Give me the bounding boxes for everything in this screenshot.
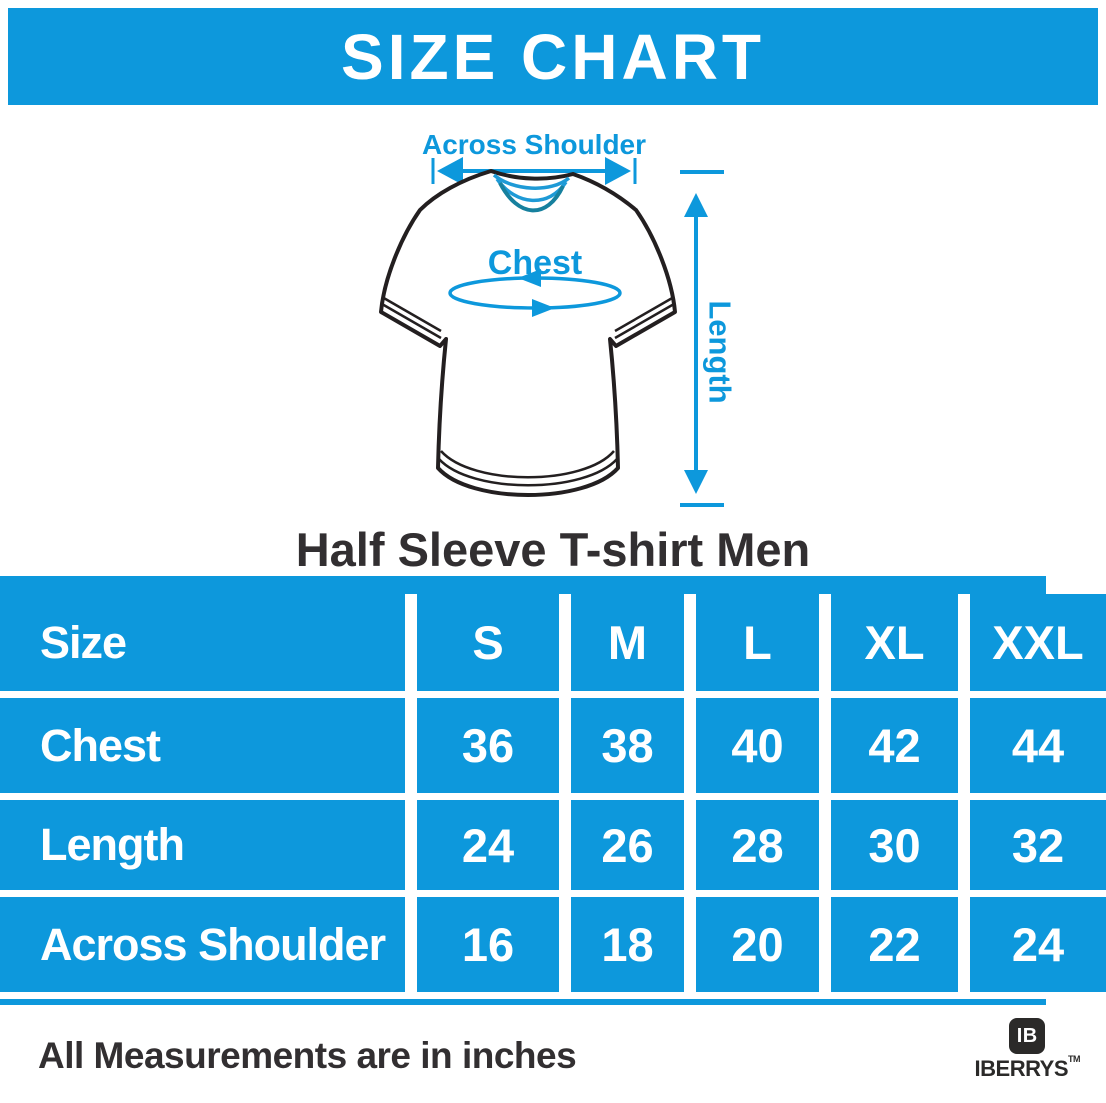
table-row-label-chest: Chest bbox=[0, 698, 405, 793]
footer: All Measurements are in inches IB IBERRY… bbox=[0, 1005, 1106, 1082]
table-header-xxl: XXL bbox=[970, 594, 1106, 691]
table-cell-length-m: 26 bbox=[571, 800, 684, 890]
measurement-note: All Measurements are in inches bbox=[38, 1035, 577, 1076]
table-row-label-across-shoulder: Across Shoulder bbox=[0, 897, 405, 992]
length-arrow bbox=[680, 170, 724, 507]
table-cell-chest-m: 38 bbox=[571, 698, 684, 793]
table-cell-chest-s: 36 bbox=[417, 698, 559, 793]
brand-monogram-icon: IB bbox=[1009, 1018, 1046, 1054]
tshirt-drawing bbox=[379, 169, 677, 497]
table-cell-shoulder-s: 16 bbox=[417, 897, 559, 992]
across-shoulder-label: Across Shoulder bbox=[422, 129, 646, 160]
chest-measure: Chest bbox=[448, 244, 622, 317]
table-cell-shoulder-l: 20 bbox=[696, 897, 819, 992]
table-header-s: S bbox=[417, 594, 559, 691]
collar-arcs bbox=[492, 173, 571, 213]
page-title: SIZE CHART bbox=[341, 20, 765, 93]
sleeve-cuff-seams bbox=[381, 295, 675, 340]
size-table: Size S M L XL XXL Chest 36 38 40 42 44 L… bbox=[0, 576, 1106, 1005]
product-title: Half Sleeve T-shirt Men bbox=[295, 523, 811, 576]
tshirt-outline bbox=[379, 169, 677, 497]
table-header-l: L bbox=[696, 594, 819, 691]
length-label: Length bbox=[703, 300, 738, 403]
trademark-symbol: TM bbox=[1068, 1054, 1081, 1064]
table-cell-chest-l: 40 bbox=[696, 698, 819, 793]
table-cell-shoulder-xl: 22 bbox=[831, 897, 958, 992]
bottom-hem-seams bbox=[438, 450, 618, 487]
chest-arrow-left bbox=[518, 269, 541, 287]
table-cell-length-xl: 30 bbox=[831, 800, 958, 890]
tshirt-measurement-diagram: Across Shoulder bbox=[379, 129, 738, 507]
table-row-label-length: Length bbox=[0, 800, 405, 890]
brand-name-text: IBERRYS bbox=[974, 1056, 1069, 1081]
table-cell-chest-xl: 42 bbox=[831, 698, 958, 793]
table-cell-length-xxl: 32 bbox=[970, 800, 1106, 890]
brand-logo: IB IBERRYSTM bbox=[974, 1018, 1081, 1082]
table-cell-shoulder-m: 18 bbox=[571, 897, 684, 992]
size-chart-banner: SIZE CHART bbox=[8, 8, 1098, 105]
chest-arrow-right bbox=[532, 299, 555, 317]
table-header-size: Size bbox=[0, 594, 405, 691]
table-header-xl: XL bbox=[831, 594, 958, 691]
table-header-m: M bbox=[571, 594, 684, 691]
table-cell-chest-xxl: 44 bbox=[970, 698, 1106, 793]
brand-name: IBERRYSTM bbox=[974, 1054, 1081, 1082]
across-shoulder-arrow bbox=[431, 157, 637, 185]
table-cell-shoulder-xxl: 24 bbox=[970, 897, 1106, 992]
table-cell-length-s: 24 bbox=[417, 800, 559, 890]
table-cell-length-l: 28 bbox=[696, 800, 819, 890]
